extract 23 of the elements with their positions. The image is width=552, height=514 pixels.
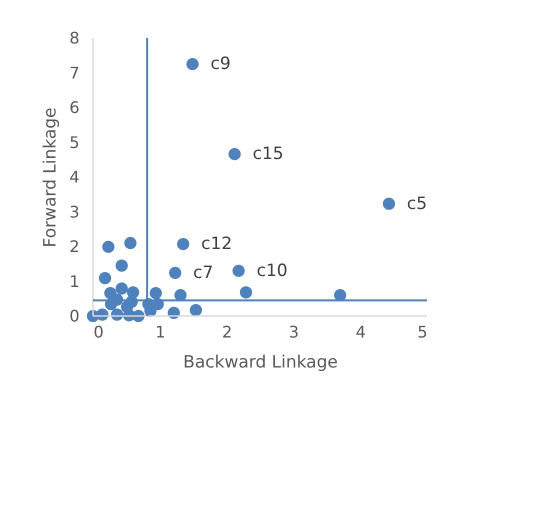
x-tick-label: 1 [155,322,166,342]
y-tick-label: 0 [69,306,80,326]
y-tick-label: 3 [69,202,80,222]
y-tick-label: 6 [69,98,80,117]
x-tick-label: 5 [417,322,428,342]
y-tick-label: 8 [69,28,80,48]
annotation: c12 [201,234,232,254]
y-tick-label: 4 [69,168,80,186]
annotation: c10 [256,260,288,281]
y-tick-label: 2 [69,237,80,256]
x-axis-title: Backward Linkage [183,352,338,372]
x-tick-label: 0 [94,322,104,342]
x-tick-label: 4 [356,322,366,342]
y-tick-label: 7 [69,63,80,82]
annotation: c15 [252,144,284,164]
y-tick-label: 1 [69,272,80,291]
y-tick-label: 5 [69,132,80,152]
annotation: c9 [210,54,231,74]
annotation: c7 [193,262,214,283]
y-axis-title: Forward Linkage [40,108,60,248]
annotation: c5 [406,194,428,214]
x-tick-label: 3 [288,322,299,342]
x-tick-label: 2 [222,322,232,342]
